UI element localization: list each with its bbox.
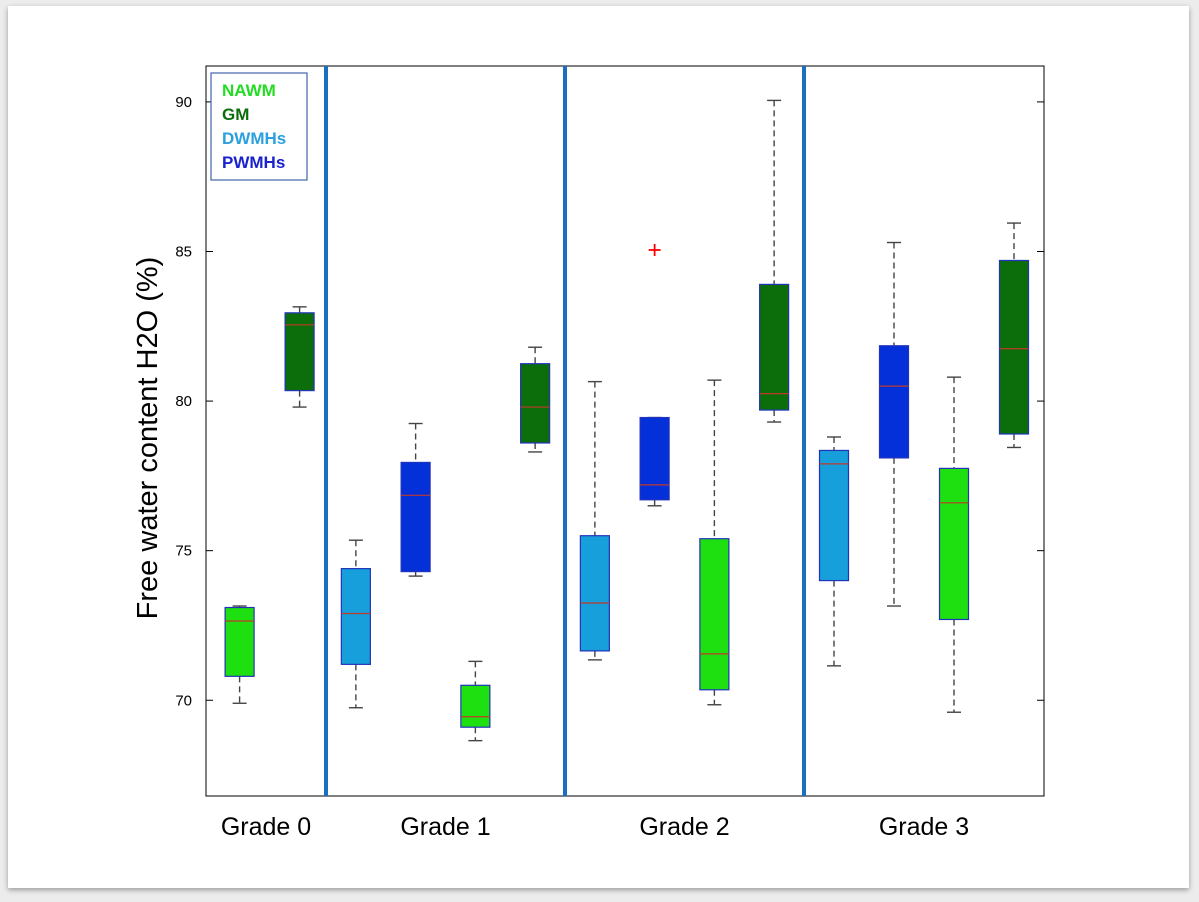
- y-tick-label: 80: [175, 393, 192, 410]
- y-tick-label: 70: [175, 692, 192, 709]
- boxplot-chart: 70 75 80 85 90 Grade 0 Grade 1 Grade 2 Grade 3 NA…: [132, 65, 1045, 841]
- box-dwmhs: [579, 535, 610, 652]
- box-gm: [520, 363, 551, 444]
- x-group-label: Grade 0: [221, 813, 311, 841]
- legend-box: [210, 72, 308, 181]
- legend-entry-dwmhs: DWMHs: [222, 129, 286, 148]
- legend-entry-gm: GM: [222, 105, 249, 124]
- box-nawm: [224, 606, 255, 677]
- x-group-label: Grade 2: [639, 813, 729, 841]
- box-dwmhs: [340, 568, 371, 665]
- plot-area: 70 75 80 85 90 Grade 0 Grade 1 Grade 2 Grade 3 NA…: [175, 65, 1045, 841]
- box-nawm: [699, 538, 730, 691]
- box-pwmhs: [878, 345, 910, 459]
- box-gm: [759, 283, 790, 411]
- box-gm: [998, 259, 1030, 435]
- figure-card: 70 75 80 85 90 Grade 0 Grade 1 Grade 2 Grade 3 NA…: [8, 6, 1189, 888]
- y-axis-label: Free water content H2O (%): [132, 257, 164, 620]
- box-nawm: [460, 684, 491, 728]
- box-pwmhs: [639, 416, 670, 501]
- legend-entry-pwmhs: PWMHs: [222, 153, 285, 172]
- legend-entry-nawm: NAWM: [222, 81, 276, 100]
- plot-frame: [205, 65, 1045, 797]
- box-gm: [284, 312, 315, 392]
- box-dwmhs: [818, 449, 850, 582]
- y-tick-label: 85: [175, 243, 192, 260]
- box-pwmhs: [400, 461, 431, 573]
- x-group-label: Grade 1: [400, 813, 490, 841]
- box-nawm: [938, 467, 970, 621]
- x-group-label: Grade 3: [879, 813, 969, 841]
- y-tick-label: 75: [175, 543, 192, 560]
- y-tick-label: 90: [175, 94, 192, 111]
